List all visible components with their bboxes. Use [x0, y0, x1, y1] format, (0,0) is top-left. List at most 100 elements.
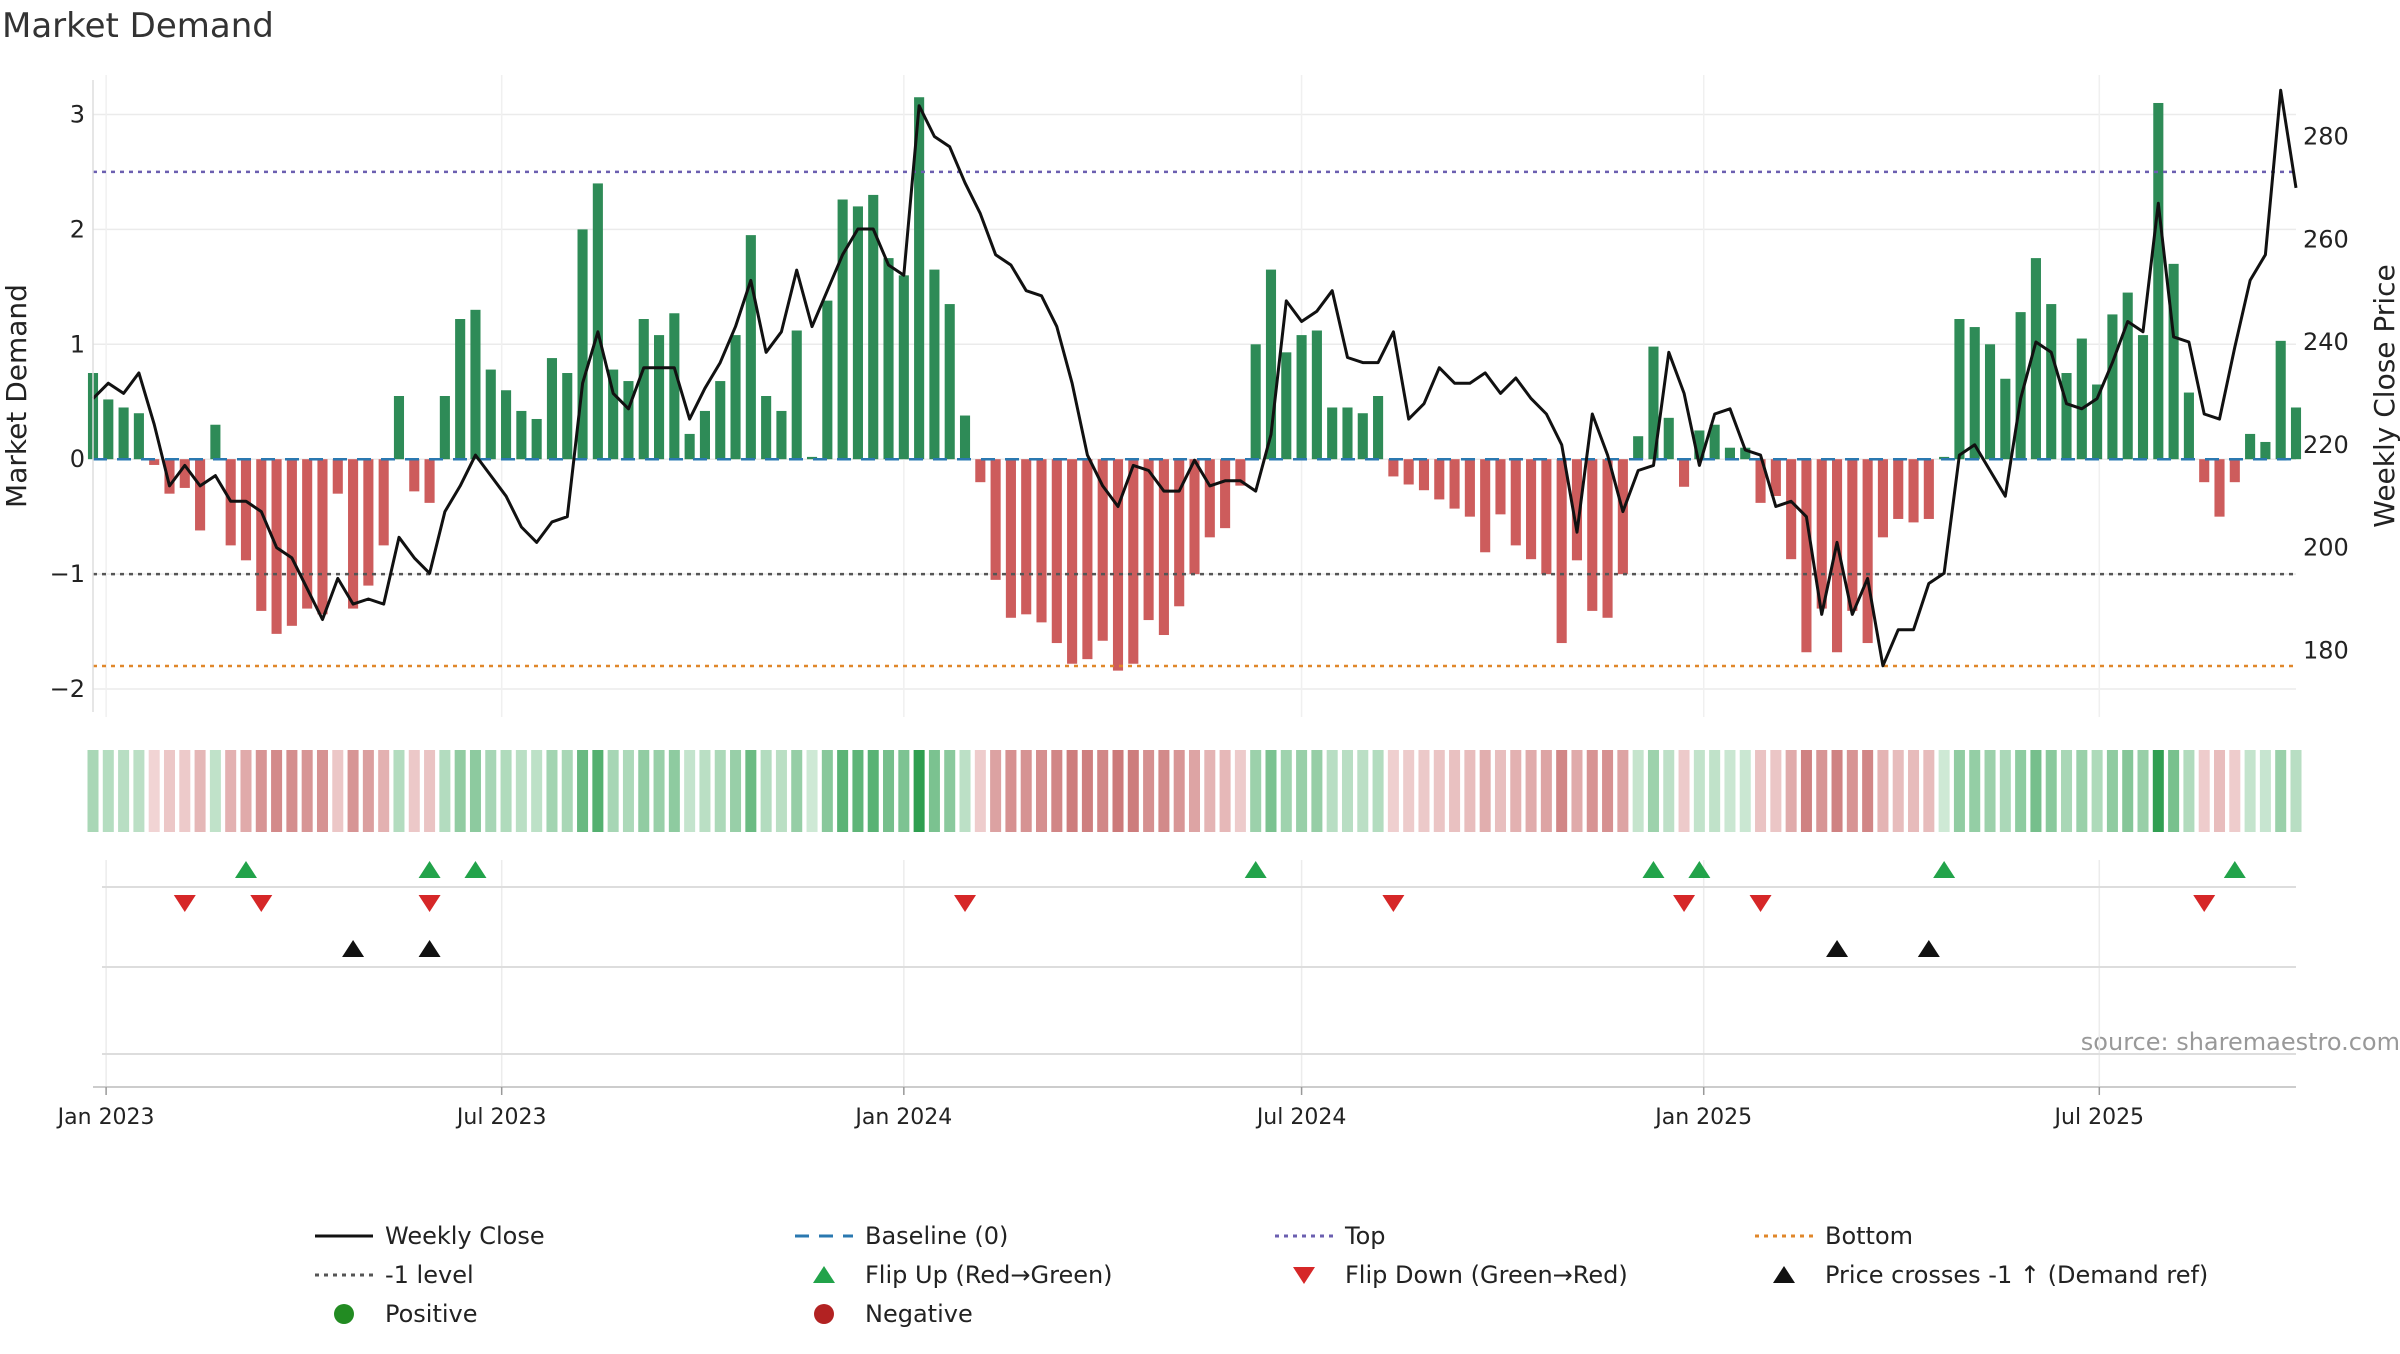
- legend-label: Price crosses -1 ↑ (Demand ref): [1825, 1261, 2208, 1289]
- heat-strip-cell: [1311, 750, 1323, 832]
- demand-bar-negative: [1189, 459, 1200, 575]
- demand-bar-positive: [1709, 424, 1720, 460]
- heat-strip-cell: [760, 750, 772, 832]
- demand-bar-positive: [118, 407, 129, 460]
- heat-strip-cell: [2198, 750, 2210, 832]
- heat-strip-cell: [852, 750, 864, 832]
- demand-bar-positive: [1954, 319, 1965, 460]
- heat-strip-cell: [2045, 750, 2057, 832]
- y2-tick-label: 280: [2303, 123, 2349, 151]
- demand-bar-negative: [1036, 459, 1047, 623]
- demand-bar-positive: [745, 235, 756, 460]
- demand-bar-negative: [1418, 459, 1430, 491]
- heat-strip-cell: [1234, 750, 1246, 832]
- demand-bar-negative: [1847, 459, 1858, 611]
- demand-bar-positive: [822, 300, 833, 460]
- close-line-layer: [91, 88, 2298, 668]
- demand-bar-positive: [654, 335, 665, 460]
- heat-strip-cell: [1158, 750, 1170, 832]
- heat-strip-cell: [638, 750, 650, 832]
- heat-strip-cell: [1647, 750, 1659, 832]
- heat-strip-cell: [102, 750, 114, 832]
- demand-bar-negative: [1908, 459, 1919, 523]
- demand-bar-positive: [914, 97, 925, 460]
- heat-strip-cell: [837, 750, 849, 832]
- heat-strip-cell: [1204, 750, 1216, 832]
- demand-bar-positive: [2275, 340, 2286, 460]
- heat-strip-cell: [1999, 750, 2011, 832]
- heat-strip-cell: [1372, 750, 1384, 832]
- demand-bar-negative: [332, 459, 343, 494]
- cross-marker: [1917, 940, 1940, 957]
- heat-strip-cell: [1908, 750, 1920, 832]
- demand-bar-negative: [2229, 459, 2240, 483]
- y2-tick-label: 220: [2303, 431, 2349, 459]
- heat-strip-cell: [531, 750, 543, 832]
- heat-strip-cell: [775, 750, 787, 832]
- demand-bar-positive: [623, 381, 634, 460]
- flip-down-marker: [418, 895, 441, 912]
- demand-bar-positive: [837, 199, 848, 460]
- demand-bar-positive: [1250, 344, 1261, 460]
- demand-bar-positive: [2107, 314, 2118, 460]
- demand-bar-negative: [1755, 459, 1766, 503]
- heat-strip-cell: [1755, 750, 1767, 832]
- reference-lines: [93, 170, 2296, 668]
- demand-bar-negative: [1464, 459, 1475, 517]
- demand-bar-positive: [1694, 430, 1705, 460]
- demand-bar-negative: [1541, 459, 1552, 575]
- demand-bar-positive: [1984, 344, 1996, 460]
- demand-bar-positive: [470, 309, 481, 460]
- demand-bar-negative: [2214, 459, 2225, 517]
- heat-strip-cell: [1678, 750, 1690, 832]
- heat-strip-cell: [1953, 750, 1965, 832]
- demand-bar-positive: [531, 418, 542, 460]
- y-axis-label: Market Demand: [0, 284, 33, 508]
- demand-bar-negative: [409, 459, 420, 492]
- heat-strip-cell: [1005, 750, 1017, 832]
- heat-strip-cell: [791, 750, 803, 832]
- legend-label: Flip Up (Red→Green): [865, 1261, 1113, 1289]
- heat-strip-cell: [118, 750, 130, 832]
- heat-strip-cell: [1418, 750, 1430, 832]
- x-tick-label: Jan 2024: [853, 1105, 952, 1130]
- heat-strip-cell: [1831, 750, 1843, 832]
- heat-strip-cell: [928, 750, 940, 832]
- flip-up-marker: [464, 861, 487, 878]
- demand-bar-negative: [1220, 459, 1231, 529]
- demand-bar-positive: [1296, 335, 1307, 460]
- heat-strip-cell: [1250, 750, 1262, 832]
- y-tick-label: 0: [70, 445, 85, 473]
- x-tick-label: Jul 2023: [455, 1105, 547, 1130]
- demand-bar-negative: [1434, 459, 1445, 500]
- heat-strip-cell: [2076, 750, 2088, 832]
- legend-item-close: Weekly Close: [315, 1222, 545, 1250]
- heat-strip-cell: [1464, 750, 1476, 832]
- demand-bar-negative: [1495, 459, 1506, 515]
- weekly-close-line: [91, 88, 2298, 668]
- demand-bar-negative: [1617, 459, 1628, 575]
- cross-marker: [342, 940, 365, 957]
- legend-swatch: [814, 1304, 834, 1324]
- heat-strip-cell: [2106, 750, 2118, 832]
- demand-bar-negative: [317, 459, 328, 615]
- heat-strip-cell: [1510, 750, 1522, 832]
- legend-item-baseline: Baseline (0): [795, 1222, 1008, 1250]
- heat-strip-cell: [2275, 750, 2287, 832]
- demand-bar-negative: [424, 459, 435, 503]
- heat-strip-cell: [1036, 750, 1048, 832]
- demand-bar-negative: [1005, 459, 1016, 618]
- heat-strip-cell: [2122, 750, 2134, 832]
- heat-strip-cell: [1265, 750, 1277, 832]
- heat-strip-cell: [362, 750, 374, 832]
- heat-strip-cell: [821, 750, 833, 832]
- legend-label: Flip Down (Green→Red): [1345, 1261, 1628, 1289]
- flip-up-marker: [1244, 861, 1267, 878]
- y2-tick-label: 240: [2303, 328, 2349, 356]
- legend: Weekly Close Baseline (0) Top Bottom -1 leve…: [315, 1222, 2208, 1328]
- heat-strip-cell: [668, 750, 680, 832]
- axes-layer: −2 −1 0 1 2 3 180 200 220 240 260 280 Market Demand W…: [0, 80, 2400, 1130]
- heat-strip-cell: [1387, 750, 1399, 832]
- demand-bar-positive: [2030, 258, 2041, 460]
